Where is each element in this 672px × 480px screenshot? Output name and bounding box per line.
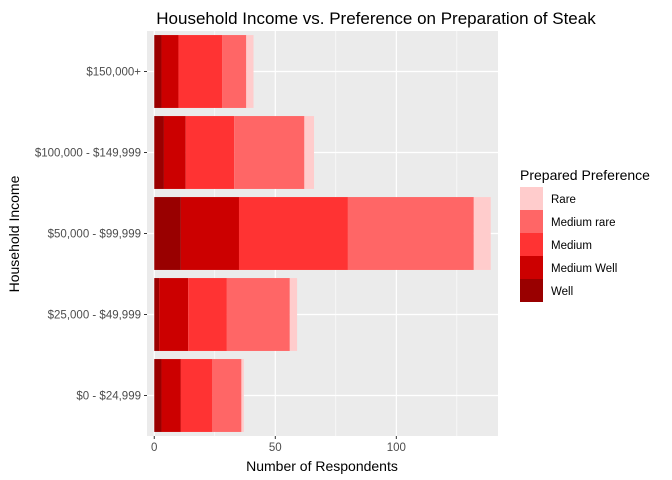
bar-segment [241, 359, 244, 432]
bar-segment [159, 278, 189, 351]
y-tick-label: $25,000 - $49,999 [48, 310, 141, 322]
bar-segment [180, 359, 213, 432]
legend-swatch [520, 210, 543, 233]
bar-segment [234, 116, 305, 189]
x-tick-label: 50 [269, 442, 282, 454]
legend-swatch [520, 233, 543, 256]
chart-title: Household Income vs. Preference on Prepa… [156, 9, 596, 28]
legend-label: Medium [551, 240, 592, 252]
x-tick-label: 0 [151, 442, 157, 454]
bar-segment [226, 278, 290, 351]
bar-segment [289, 278, 298, 351]
x-tick-label: 100 [387, 442, 406, 454]
bar-segment [180, 197, 239, 270]
bar-segment [246, 35, 254, 108]
legend: Prepared Preference Rare Medium rare Mediu… [520, 167, 650, 302]
bar-segment [154, 35, 162, 108]
bar-segment [212, 359, 242, 432]
bar-segment [154, 197, 181, 270]
legend-swatch [520, 256, 543, 279]
bar-segment [161, 35, 179, 108]
y-tick-label: $50,000 - $99,999 [48, 229, 141, 241]
legend-swatch [520, 187, 543, 210]
y-tick-label: $150,000+ [86, 67, 141, 79]
bar-segment [473, 197, 491, 270]
y-axis: $0 - $24,999 $25,000 - $49,999 $50,000 - $… [35, 67, 147, 403]
y-axis-title: Household Income [6, 175, 22, 292]
bars [154, 35, 491, 432]
x-axis-title: Number of Respondents [246, 458, 398, 474]
bar-segment [185, 116, 235, 189]
legend-label: Rare [551, 194, 576, 206]
bar-segment [154, 278, 160, 351]
bar-segment [178, 35, 223, 108]
x-axis: 0 50 100 [151, 436, 406, 454]
y-tick-label: $0 - $24,999 [76, 391, 141, 403]
legend-swatch [520, 279, 543, 302]
bar-segment [347, 197, 474, 270]
bar-segment [188, 278, 227, 351]
legend-label: Medium Well [551, 263, 617, 275]
bar-segment [304, 116, 315, 189]
y-tick-label: $100,000 - $149,999 [35, 148, 141, 160]
bar-segment [222, 35, 247, 108]
bar-segment [154, 359, 162, 432]
legend-title: Prepared Preference [520, 167, 650, 183]
legend-label: Well [551, 286, 573, 298]
bar-segment [161, 359, 181, 432]
bar-segment [238, 197, 348, 270]
bar-segment [154, 116, 164, 189]
bar-segment [163, 116, 186, 189]
legend-label: Medium rare [551, 217, 616, 229]
